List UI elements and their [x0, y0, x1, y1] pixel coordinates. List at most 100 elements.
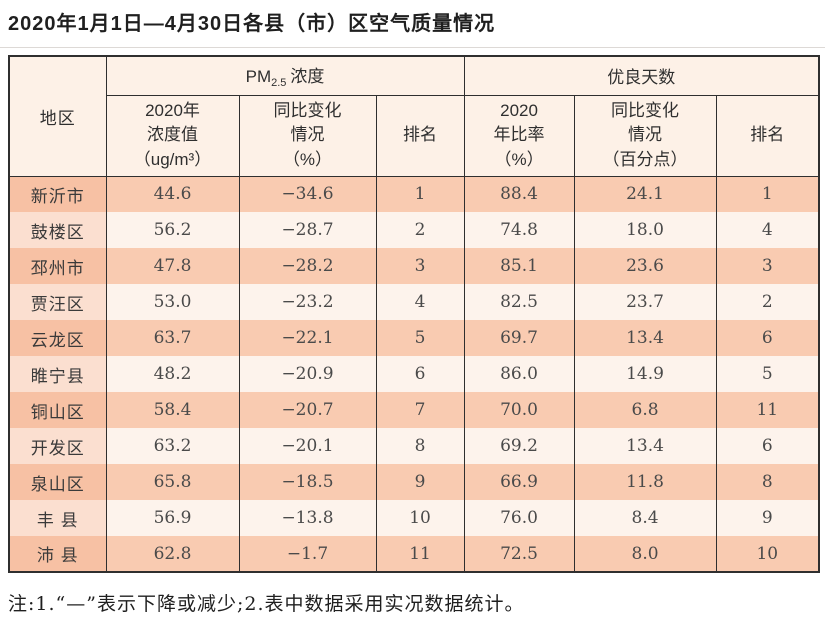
cell-pm-change: −20.7 — [238, 392, 377, 428]
cell-pm-value: 58.4 — [105, 392, 240, 428]
cell-pm-change: −18.5 — [238, 464, 377, 500]
cell-pm-value: 44.6 — [105, 176, 240, 212]
cell-good-change: 8.0 — [573, 536, 717, 572]
cell-good-rank: 8 — [715, 464, 820, 500]
cell-good-rank: 11 — [715, 392, 820, 428]
cell-pm-value: 62.8 — [105, 536, 240, 572]
cell-pm-value: 48.2 — [105, 356, 240, 392]
cell-good-rate: 72.5 — [463, 536, 575, 572]
cell-good-rank: 1 — [715, 176, 820, 212]
cell-good-rank: 9 — [715, 500, 820, 536]
table-row: 沛 县 62.8 −1.7 11 72.5 8.0 10 — [8, 536, 820, 572]
cell-pm-change: −22.1 — [238, 320, 377, 356]
cell-pm-change: −20.9 — [238, 356, 377, 392]
cell-pm-value: 56.9 — [105, 500, 240, 536]
cell-good-rank: 2 — [715, 284, 820, 320]
cell-good-rate: 70.0 — [463, 392, 575, 428]
table-row: 邳州市 47.8 −28.2 3 85.1 23.6 3 — [8, 248, 820, 284]
cell-pm-value: 47.8 — [105, 248, 240, 284]
column-header-good-rank: 排名 — [715, 95, 820, 177]
cell-pm-change: −1.7 — [238, 536, 377, 572]
column-group-pm25: PM2.5 浓度 — [105, 56, 465, 96]
page-title: 2020年1月1日—4月30日各县（市）区空气质量情况 — [8, 13, 496, 35]
cell-region: 沛 县 — [8, 536, 107, 572]
cell-pm-change: −28.2 — [238, 248, 377, 284]
cell-good-rank: 4 — [715, 212, 820, 248]
cell-good-rate: 82.5 — [463, 284, 575, 320]
column-header-pm-value: 2020年 浓度值 （ug/m³） — [105, 95, 240, 177]
cell-good-change: 14.9 — [573, 356, 717, 392]
cell-good-change: 23.7 — [573, 284, 717, 320]
table-header: 地区 PM2.5 浓度 优良天数 2020年 浓度值 （ug/m³） 同比变化 情… — [8, 56, 820, 177]
column-group-good-days: 优良天数 — [463, 56, 820, 96]
cell-pm-rank: 5 — [375, 320, 465, 356]
cell-pm-change: −23.2 — [238, 284, 377, 320]
column-header-good-rate: 2020 年比率 （%） — [463, 95, 575, 177]
header-group-row: 地区 PM2.5 浓度 优良天数 — [8, 56, 820, 177]
column-header-pm-change: 同比变化 情况 （%） — [238, 95, 377, 177]
cell-good-change: 13.4 — [573, 320, 717, 356]
table-row: 睢宁县 48.2 −20.9 6 86.0 14.9 5 — [8, 356, 820, 392]
column-header-good-change: 同比变化 情况 （百分点） — [573, 95, 717, 177]
cell-pm-value: 53.0 — [105, 284, 240, 320]
cell-good-rank: 3 — [715, 248, 820, 284]
cell-good-rate: 86.0 — [463, 356, 575, 392]
cell-pm-rank: 9 — [375, 464, 465, 500]
cell-pm-rank: 11 — [375, 536, 465, 572]
cell-region: 新沂市 — [8, 176, 107, 212]
cell-good-rate: 66.9 — [463, 464, 575, 500]
table-body: 新沂市 44.6 −34.6 1 88.4 24.1 1 鼓楼区 56.2 −2… — [8, 176, 820, 572]
cell-good-change: 24.1 — [573, 176, 717, 212]
cell-good-rate: 88.4 — [463, 176, 575, 212]
table-row: 云龙区 63.7 −22.1 5 69.7 13.4 6 — [8, 320, 820, 356]
table-row: 开发区 63.2 −20.1 8 69.2 13.4 6 — [8, 428, 820, 464]
cell-pm-rank: 10 — [375, 500, 465, 536]
cell-pm-value: 63.2 — [105, 428, 240, 464]
cell-region: 云龙区 — [8, 320, 107, 356]
pm25-label-subscript: 2.5 — [271, 77, 287, 90]
column-header-region: 地区 — [8, 56, 107, 177]
air-quality-table: 地区 PM2.5 浓度 优良天数 2020年 浓度值 （ug/m³） 同比变化 情… — [8, 55, 821, 573]
cell-good-rank: 5 — [715, 356, 820, 392]
cell-region: 丰 县 — [8, 500, 107, 536]
cell-region: 邳州市 — [8, 248, 107, 284]
column-header-pm-rank: 排名 — [375, 95, 465, 177]
table-row: 鼓楼区 56.2 −28.7 2 74.8 18.0 4 — [8, 212, 820, 248]
cell-good-rate: 76.0 — [463, 500, 575, 536]
page: 2020年1月1日—4月30日各县（市）区空气质量情况 地区 PM2.5 浓度 优… — [0, 10, 825, 620]
cell-good-change: 23.6 — [573, 248, 717, 284]
cell-good-rank: 10 — [715, 536, 820, 572]
cell-pm-rank: 1 — [375, 176, 465, 212]
table-row: 泉山区 65.8 −18.5 9 66.9 11.8 8 — [8, 464, 820, 500]
cell-pm-rank: 3 — [375, 248, 465, 284]
table-row: 贾汪区 53.0 −23.2 4 82.5 23.7 2 — [8, 284, 820, 320]
cell-pm-change: −34.6 — [238, 176, 377, 212]
cell-good-rate: 69.7 — [463, 320, 575, 356]
cell-pm-change: −13.8 — [238, 500, 377, 536]
cell-pm-rank: 6 — [375, 356, 465, 392]
footnote: 注:1.“—”表示下降或减少;2.表中数据采用实况数据统计。 — [8, 593, 525, 615]
table-row: 新沂市 44.6 −34.6 1 88.4 24.1 1 — [8, 176, 820, 212]
cell-good-change: 8.4 — [573, 500, 717, 536]
title-divider — [0, 47, 825, 48]
cell-good-change: 11.8 — [573, 464, 717, 500]
cell-region: 贾汪区 — [8, 284, 107, 320]
cell-good-change: 18.0 — [573, 212, 717, 248]
cell-good-rank: 6 — [715, 320, 820, 356]
cell-region: 睢宁县 — [8, 356, 107, 392]
cell-pm-change: −20.1 — [238, 428, 377, 464]
cell-good-change: 13.4 — [573, 428, 717, 464]
cell-region: 鼓楼区 — [8, 212, 107, 248]
pm25-label-prefix: PM — [245, 67, 272, 87]
cell-pm-change: −28.7 — [238, 212, 377, 248]
cell-pm-rank: 8 — [375, 428, 465, 464]
header-sub-row: 2020年 浓度值 （ug/m³） 同比变化 情况 （%） 排名 2020 年比… — [9, 95, 820, 177]
cell-good-rank: 6 — [715, 428, 820, 464]
cell-good-rate: 69.2 — [463, 428, 575, 464]
cell-good-change: 6.8 — [573, 392, 717, 428]
cell-good-rate: 85.1 — [463, 248, 575, 284]
cell-pm-rank: 7 — [375, 392, 465, 428]
cell-good-rate: 74.8 — [463, 212, 575, 248]
cell-pm-value: 56.2 — [105, 212, 240, 248]
cell-region: 泉山区 — [8, 464, 107, 500]
